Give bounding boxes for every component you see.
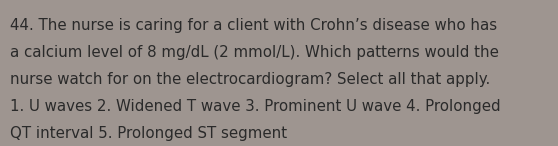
Text: 44. The nurse is caring for a client with Crohn’s disease who has: 44. The nurse is caring for a client wit…: [10, 18, 497, 33]
Text: QT interval 5. Prolonged ST segment: QT interval 5. Prolonged ST segment: [10, 126, 287, 141]
Text: nurse watch for on the electrocardiogram? Select all that apply.: nurse watch for on the electrocardiogram…: [10, 72, 490, 87]
Text: 1. U waves 2. Widened T wave 3. Prominent U wave 4. Prolonged: 1. U waves 2. Widened T wave 3. Prominen…: [10, 99, 501, 114]
Text: a calcium level of 8 mg/dL (2 mmol/L). Which patterns would the: a calcium level of 8 mg/dL (2 mmol/L). W…: [10, 45, 499, 60]
